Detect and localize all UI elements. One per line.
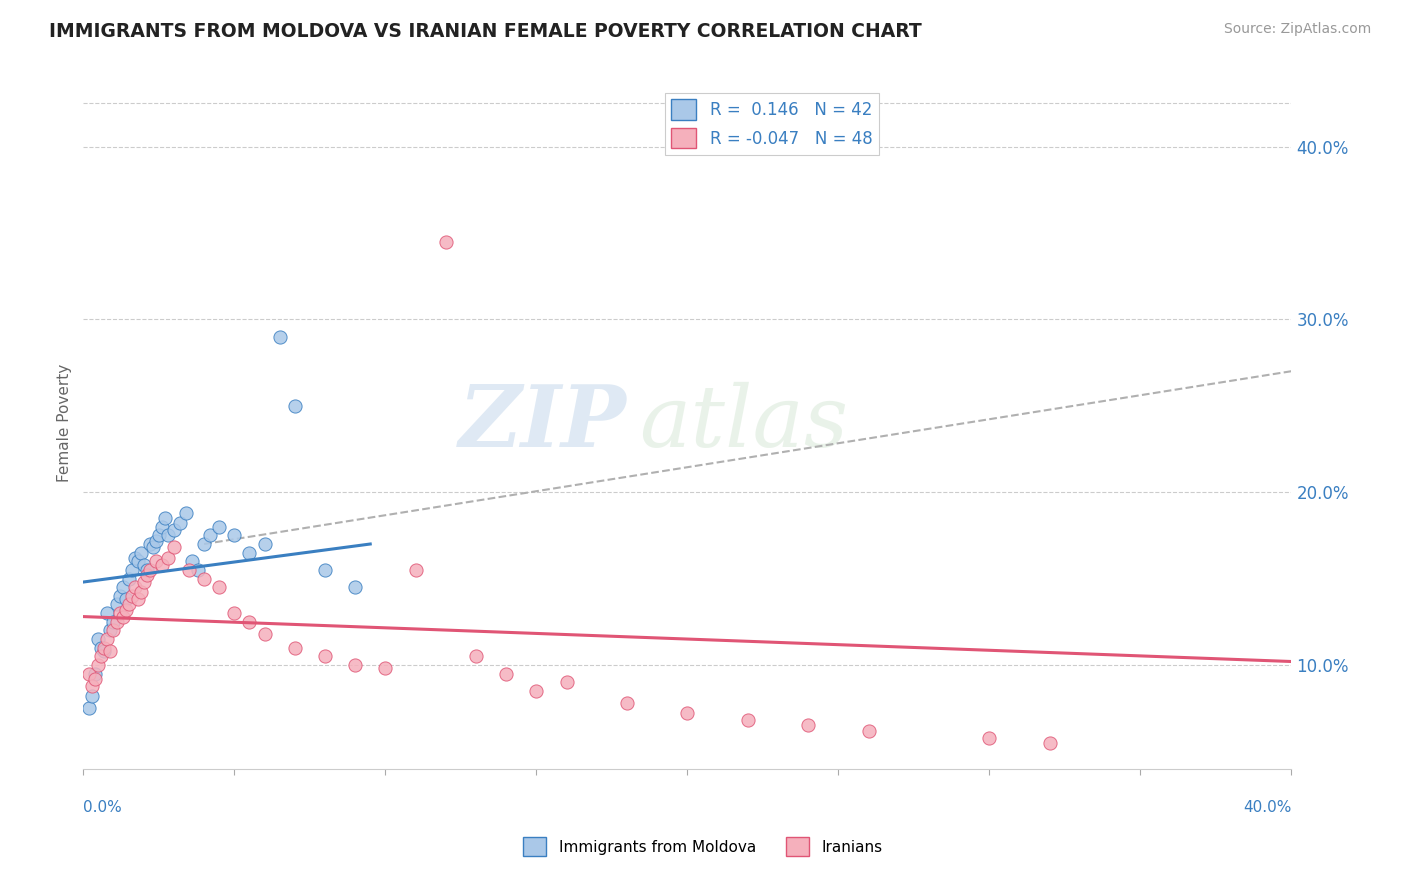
Point bbox=[121, 589, 143, 603]
Point bbox=[124, 550, 146, 565]
Point bbox=[163, 541, 186, 555]
Point bbox=[90, 649, 112, 664]
Point bbox=[139, 537, 162, 551]
Point bbox=[145, 533, 167, 548]
Point bbox=[616, 696, 638, 710]
Point bbox=[111, 609, 134, 624]
Legend: Immigrants from Moldova, Iranians: Immigrants from Moldova, Iranians bbox=[517, 831, 889, 862]
Point bbox=[174, 506, 197, 520]
Point bbox=[90, 640, 112, 655]
Point bbox=[314, 649, 336, 664]
Point bbox=[79, 666, 101, 681]
Point bbox=[269, 329, 291, 343]
Point bbox=[156, 550, 179, 565]
Point bbox=[111, 580, 134, 594]
Point bbox=[127, 592, 149, 607]
Y-axis label: Female Poverty: Female Poverty bbox=[58, 364, 72, 483]
Point bbox=[344, 580, 367, 594]
Point bbox=[132, 574, 155, 589]
Point bbox=[676, 706, 699, 721]
Point bbox=[181, 554, 204, 568]
Point bbox=[142, 541, 165, 555]
Point bbox=[314, 563, 336, 577]
Point bbox=[797, 718, 820, 732]
Point bbox=[374, 661, 396, 675]
Point bbox=[135, 568, 157, 582]
Point bbox=[193, 537, 215, 551]
Point bbox=[524, 684, 547, 698]
Point bbox=[100, 624, 122, 638]
Point bbox=[105, 598, 128, 612]
Point bbox=[96, 606, 118, 620]
Point bbox=[121, 563, 143, 577]
Point bbox=[465, 649, 488, 664]
Point bbox=[208, 520, 231, 534]
Point bbox=[153, 511, 176, 525]
Point bbox=[108, 589, 131, 603]
Point bbox=[150, 520, 173, 534]
Point bbox=[114, 602, 136, 616]
Point bbox=[979, 731, 1001, 745]
Point bbox=[139, 563, 162, 577]
Point bbox=[82, 689, 104, 703]
Text: IMMIGRANTS FROM MOLDOVA VS IRANIAN FEMALE POVERTY CORRELATION CHART: IMMIGRANTS FROM MOLDOVA VS IRANIAN FEMAL… bbox=[49, 22, 922, 41]
Text: atlas: atlas bbox=[640, 382, 848, 465]
Point bbox=[253, 627, 276, 641]
Point bbox=[135, 563, 157, 577]
Point bbox=[84, 666, 107, 681]
Point bbox=[177, 563, 200, 577]
Point bbox=[100, 644, 122, 658]
Point bbox=[224, 528, 246, 542]
Point bbox=[82, 679, 104, 693]
Point bbox=[193, 572, 215, 586]
Point bbox=[156, 528, 179, 542]
Point bbox=[169, 516, 191, 531]
Point bbox=[103, 624, 125, 638]
Point bbox=[84, 672, 107, 686]
Point bbox=[87, 632, 110, 646]
Text: Source: ZipAtlas.com: Source: ZipAtlas.com bbox=[1223, 22, 1371, 37]
Point bbox=[148, 528, 170, 542]
Point bbox=[114, 592, 136, 607]
Point bbox=[105, 615, 128, 629]
Point bbox=[208, 580, 231, 594]
Text: 0.0%: 0.0% bbox=[83, 800, 122, 814]
Point bbox=[96, 632, 118, 646]
Point bbox=[284, 640, 307, 655]
Point bbox=[737, 713, 759, 727]
Point bbox=[129, 585, 152, 599]
Point bbox=[127, 554, 149, 568]
Point bbox=[163, 523, 186, 537]
Point bbox=[187, 563, 209, 577]
Text: 40.0%: 40.0% bbox=[1243, 800, 1292, 814]
Point bbox=[93, 640, 115, 655]
Point bbox=[238, 615, 260, 629]
Point bbox=[495, 666, 517, 681]
Point bbox=[1039, 736, 1062, 750]
Point bbox=[238, 546, 260, 560]
Point bbox=[344, 657, 367, 672]
Point bbox=[87, 657, 110, 672]
Point bbox=[198, 528, 221, 542]
Point bbox=[117, 598, 139, 612]
Point bbox=[253, 537, 276, 551]
Point bbox=[145, 554, 167, 568]
Point bbox=[555, 675, 578, 690]
Point bbox=[150, 558, 173, 572]
Point bbox=[129, 546, 152, 560]
Point bbox=[117, 572, 139, 586]
Point bbox=[108, 606, 131, 620]
Point bbox=[405, 563, 427, 577]
Point bbox=[224, 606, 246, 620]
Point bbox=[284, 399, 307, 413]
Text: ZIP: ZIP bbox=[460, 381, 627, 465]
Point bbox=[79, 701, 101, 715]
Legend: R =  0.146   N = 42, R = -0.047   N = 48: R = 0.146 N = 42, R = -0.047 N = 48 bbox=[665, 93, 879, 155]
Point bbox=[132, 558, 155, 572]
Point bbox=[103, 615, 125, 629]
Point bbox=[434, 235, 457, 249]
Point bbox=[93, 644, 115, 658]
Point bbox=[858, 723, 880, 738]
Point bbox=[124, 580, 146, 594]
